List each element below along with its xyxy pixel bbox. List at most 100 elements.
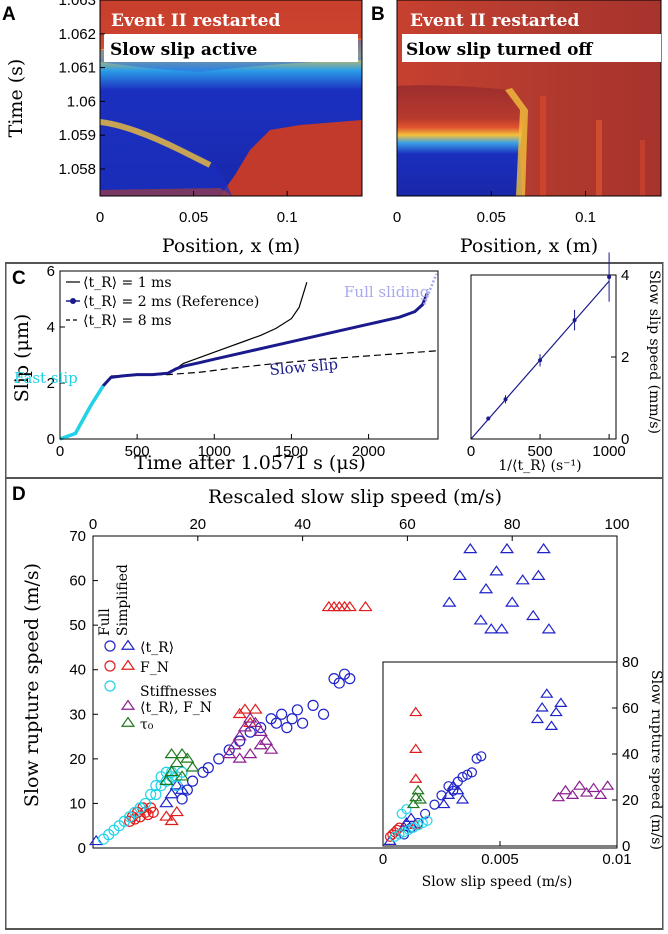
a-xtick-label: 0 — [96, 209, 104, 226]
a-ytick-label: 1.061 — [58, 60, 96, 77]
di-point-triangle — [409, 773, 423, 783]
di-point-triangle — [586, 782, 601, 793]
di-ytick-label: 60 — [622, 700, 639, 717]
d-point-triangle — [463, 542, 478, 554]
di-point-triangle — [446, 780, 460, 790]
d-xtick-label: 20 — [189, 516, 206, 533]
separator-d-top — [5, 477, 663, 479]
d-point-triangle — [531, 569, 546, 580]
separator-bottom — [5, 928, 663, 930]
annotation-fast-slip: Fast slip — [14, 369, 78, 387]
d-point-triangle — [243, 712, 258, 723]
c-xtick-label: 500 — [125, 443, 150, 460]
ci-point — [572, 318, 577, 323]
c-xtick-label: 2000 — [352, 443, 385, 460]
di-point-triangle — [554, 697, 568, 707]
d-point-circle — [142, 808, 154, 821]
di-point-circle — [413, 820, 424, 831]
d-point-triangle — [452, 569, 467, 580]
d-point-circle — [255, 722, 267, 734]
legend-header-simplified: Simplified — [115, 564, 131, 636]
di-point-circle — [436, 790, 447, 801]
di-point-circle — [420, 808, 431, 819]
d-point-triangle — [258, 734, 274, 745]
b-xtick-label: 0 — [393, 209, 401, 226]
d-point-triangle — [499, 542, 515, 554]
ci-ytick-label: 4 — [621, 267, 629, 284]
d-point-circle — [176, 793, 188, 805]
panel-b-overlay-title: Event II restarted — [410, 11, 579, 31]
b-xtick-label: 0.1 — [575, 209, 596, 226]
a-xtick-label: 0.05 — [179, 209, 208, 226]
c-xtick-label: 1500 — [275, 443, 308, 460]
di-point-circle — [417, 817, 428, 829]
panel-a: Event II restarted Slow slip active A 1.… — [2, 0, 363, 257]
di-point-triangle — [540, 688, 554, 698]
d-point-triangle — [232, 752, 247, 763]
panel-d-inset-plot — [383, 688, 615, 845]
di-point-circle — [429, 799, 440, 810]
d-point-triangle — [169, 756, 184, 768]
d-point-circle — [186, 775, 199, 787]
d-point-triangle — [264, 743, 279, 754]
panel-d-inset-xlabel: Slow slip speed (m/s) — [422, 874, 573, 890]
d-point-circle — [234, 735, 246, 747]
di-point-triangle — [413, 793, 428, 804]
d-point-circle — [213, 753, 225, 765]
d-point-triangle — [358, 600, 373, 612]
legend-label-1ms: ⟨t_R⟩ = 1 ms — [83, 275, 172, 291]
d-point-triangle — [185, 761, 200, 772]
d-xtick-label: 80 — [504, 516, 521, 533]
d-point-triangle — [253, 739, 268, 750]
d-xtick-label: 60 — [399, 516, 416, 533]
panel-c-letter: C — [12, 268, 26, 289]
di-xtick-label: 0.005 — [481, 851, 519, 868]
d-point-triangle — [248, 703, 263, 714]
d-point-triangle — [174, 747, 190, 759]
legend-label: F_N — [140, 660, 169, 676]
d-point-triangle — [169, 805, 184, 817]
panel-b-letter: B — [371, 4, 385, 25]
d-point-triangle — [526, 609, 541, 621]
panel-c-ylabel: Slip (μm) — [11, 314, 33, 403]
fast-slip-segment — [59, 384, 105, 441]
d-point-triangle — [174, 783, 190, 794]
d-point-circle — [171, 779, 183, 792]
a-xtick-label: 0.1 — [277, 209, 298, 226]
panel-b: Event II restarted Slow slip turned off … — [371, 0, 662, 257]
d-point-circle — [147, 806, 159, 818]
di-point-circle — [403, 824, 414, 836]
d-point-circle — [181, 784, 193, 796]
panel-a-yticks: 1.063 1.062 1.061 1.06 1.059 1.058 — [58, 0, 105, 178]
di-point-triangle — [455, 793, 470, 804]
panel-c: C 0 2 4 6 0 500 1000 1500 2000 Slip (μm) Time af… — [11, 263, 439, 474]
panel-b-heatmap — [397, 0, 661, 196]
annotation-full-sliding: Full sliding — [344, 283, 430, 301]
legend-header-full: Full — [97, 608, 113, 636]
legend-label-8ms: ⟨t_R⟩ = 8 ms — [83, 313, 172, 329]
d-point-circle — [244, 726, 256, 738]
ci-ytick-label: 0 — [621, 431, 629, 448]
panel-c-inset-ylabel: Slow slip speed (mm/s) — [646, 270, 662, 434]
ci-point — [503, 397, 508, 402]
d-point-triangle — [237, 703, 253, 714]
c-ytick-label: 2 — [47, 375, 55, 392]
d-point-circle — [307, 699, 319, 711]
d-point-triangle — [164, 788, 179, 799]
d-point-triangle — [174, 770, 190, 781]
di-xtick-label: 0 — [379, 851, 387, 868]
c-ytick-label: 4 — [47, 319, 55, 336]
d-point-circle — [223, 744, 235, 756]
d-point-triangle — [248, 716, 263, 728]
d-ytick-label: 50 — [69, 617, 86, 634]
panel-c-inset-xlabel: 1/⟨t_R⟩ (s⁻¹) — [498, 458, 581, 474]
di-ytick-label: 0 — [622, 838, 630, 855]
d-point-triangle — [237, 721, 253, 732]
legend-circle — [104, 680, 116, 692]
d-point-triangle — [243, 747, 258, 759]
d-point-triangle — [222, 747, 237, 759]
d-point-triangle — [489, 565, 504, 576]
